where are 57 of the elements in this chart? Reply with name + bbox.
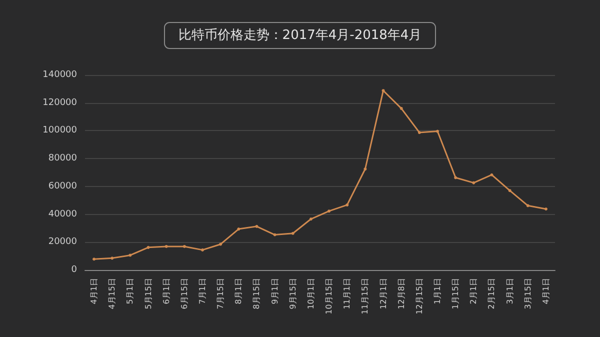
y-tick-label: 120000: [42, 98, 78, 108]
point: [201, 248, 204, 252]
point: [92, 258, 96, 261]
x-tick-label: 9月15日: [288, 278, 298, 310]
y-tick-label: 60000: [48, 181, 78, 192]
x-tick-label: 1月15日: [451, 278, 460, 310]
point: [328, 210, 331, 213]
point: [526, 204, 530, 208]
x-tick-label: 1月1日: [433, 278, 442, 304]
x-tick-label: 4月1日: [541, 278, 550, 304]
point: [273, 233, 276, 236]
x-tick-label: 12月15日: [414, 278, 424, 314]
point: [128, 254, 132, 257]
x-tick-label: 3月15日: [523, 278, 532, 310]
x-tick-label: 2月1日: [469, 278, 478, 304]
x-tick-label: 12月8日: [396, 278, 406, 310]
x-tick-label: 4月15日: [108, 278, 117, 310]
y-tick-label: 40000: [48, 209, 78, 220]
x-tick-label: 10月15日: [324, 278, 334, 314]
point: [508, 189, 512, 192]
point: [291, 232, 294, 235]
point: [237, 228, 240, 231]
x-tick-label: 8月15日: [252, 278, 262, 310]
y-tick-label: 0: [71, 265, 78, 275]
y-tick-label: 100000: [42, 126, 78, 136]
point: [436, 130, 439, 133]
y-tick-label: 20000: [48, 237, 78, 248]
x-tick-label: 7月1日: [198, 278, 207, 304]
x-tick-label: 8月1日: [234, 278, 244, 304]
point: [146, 246, 150, 249]
point: [454, 176, 458, 180]
x-tick-label: 7月15日: [216, 278, 226, 310]
x-tick-label: 5月1日: [126, 278, 135, 304]
x-tick-label: 2月15日: [487, 278, 496, 310]
point: [255, 224, 258, 228]
x-tick-label: 6月1日: [162, 278, 171, 304]
point: [219, 242, 222, 246]
point: [364, 168, 367, 171]
point: [400, 106, 403, 110]
x-tick-label: 11月15日: [360, 278, 370, 314]
point: [382, 89, 385, 92]
chart-title: 比特币价格走势：2017年4月-2018年4月: [178, 28, 422, 43]
x-tick-label: 11月1日: [342, 278, 352, 310]
y-tick-label: 80000: [48, 154, 78, 164]
x-tick-label: 5月15日: [144, 278, 153, 310]
x-tick-label: 6月15日: [180, 278, 189, 310]
x-tick-label: 3月1日: [505, 278, 514, 304]
x-tick-label: 9月1日: [270, 278, 280, 304]
y-tick-label: 140000: [42, 70, 78, 80]
point: [346, 203, 349, 206]
point: [490, 173, 494, 176]
x-tick-label: 4月1日: [90, 278, 99, 304]
point: [472, 181, 476, 184]
x-tick-label: 12月1日: [378, 278, 388, 310]
x-tick-label: 10月1日: [306, 278, 316, 310]
line-series: [92, 89, 548, 261]
point: [110, 256, 114, 260]
